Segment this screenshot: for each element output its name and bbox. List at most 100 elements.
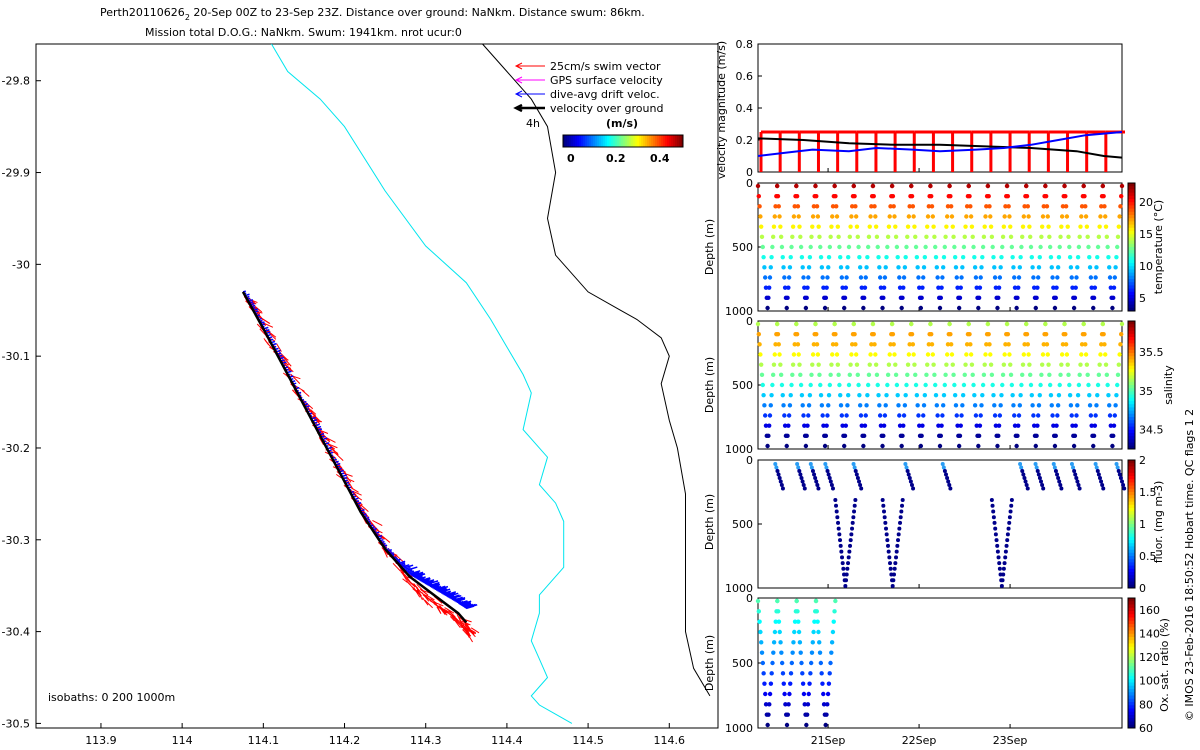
section-colorbar-cell (1128, 698, 1135, 703)
salinity-section-sample (1119, 321, 1125, 327)
salinity-section-sample (763, 423, 769, 428)
temperature-section-sample (881, 285, 887, 290)
swim-vector (344, 472, 352, 483)
salinity-section-sample (794, 331, 800, 337)
drift-vector (434, 585, 446, 591)
swim-vector (421, 597, 429, 606)
temperature-section-sample (1066, 234, 1071, 240)
salinity-section-sample (869, 342, 874, 347)
temperature-section-sample (806, 265, 812, 270)
swim-vector (401, 571, 407, 580)
temperature-section-sample (874, 234, 880, 240)
salinity-section-sample (905, 372, 910, 378)
salinity-section-sample (810, 352, 816, 357)
temperature-section-sample (1000, 244, 1005, 250)
salinity-section-sample (933, 382, 938, 388)
temperature-section-sample (935, 275, 940, 280)
salinity-section-sample (796, 352, 801, 357)
temperature-section-sample (852, 193, 857, 199)
salinity-section-sample (997, 413, 1003, 418)
fluor-deep-sample (896, 538, 901, 543)
fluor-deep-sample (1006, 526, 1011, 531)
salinity-section-sample (806, 403, 812, 408)
temperature-section-sample (825, 275, 830, 280)
temperature-section-sample (968, 214, 974, 219)
temperature-section-sample (861, 305, 866, 311)
fluor-deep-sample (1005, 532, 1010, 537)
temperature-section-sample (870, 183, 876, 189)
oxygen-sample (821, 691, 826, 697)
colorbar-tick-04: 0.4 (650, 152, 670, 165)
legend-arrows (513, 62, 545, 113)
legend-swim: 25cm/s swim vector (550, 60, 661, 73)
oxygen-sample (829, 640, 835, 645)
swim-vector (381, 547, 389, 556)
section-colorbar-cell (1128, 663, 1135, 667)
salinity-section-sample (888, 342, 893, 347)
salinity-section-sample (886, 362, 892, 367)
salinity-section-sample (778, 362, 783, 367)
fluor-shallow-sample (827, 476, 832, 480)
temperature-section-sample (1097, 224, 1102, 229)
temperature-section-sample (967, 193, 972, 199)
salinity-section-sample (1041, 342, 1046, 347)
salinity-section-sample (795, 342, 801, 347)
salinity-section-sample (922, 392, 928, 398)
temperature-section-sample (913, 234, 918, 240)
oxygen-sample (817, 640, 822, 645)
temp-ylabel: Depth (m) (703, 219, 716, 275)
temperature-section-sample (838, 254, 843, 260)
temperature-section-sample (1003, 204, 1008, 209)
section-colorbar-cell (1128, 365, 1135, 370)
temperature-section-sample (933, 244, 938, 250)
temperature-section-sample (826, 254, 832, 260)
temperature-section-sample (813, 183, 818, 189)
temperature-section-sample (802, 285, 807, 290)
fluor-deep-sample (844, 578, 849, 583)
salinity-section-sample (838, 392, 843, 398)
fluor-deep-sample (991, 509, 996, 514)
fluor-shallow-sample (1035, 469, 1040, 473)
section-colorbar-label: 120 (1139, 651, 1160, 664)
oxygen-sample (823, 722, 828, 728)
fluor-shallow-sample (1057, 479, 1062, 484)
temperature-section-sample (767, 275, 773, 280)
swim-vector (335, 473, 342, 479)
salinity-section-sample (877, 413, 883, 418)
section-colorbar-cell (1128, 218, 1135, 222)
colorbar-cell (639, 135, 642, 147)
fluor-deep-sample (997, 566, 1002, 571)
section-colorbar-cell (1128, 272, 1135, 277)
section-colorbar-cell (1128, 288, 1135, 293)
drift-vector (455, 598, 466, 603)
salinity-section-sample (939, 423, 944, 428)
salinity-section-sample (881, 423, 887, 428)
fluor-deep-sample (833, 498, 838, 502)
salinity-section-sample (1117, 352, 1122, 357)
section-colorbar-label: 34.5 (1139, 424, 1164, 437)
salinity-section-sample (786, 413, 792, 418)
time-tick-label: 23Sep (993, 734, 1028, 747)
salinity-section-sample (792, 342, 797, 347)
temperature-section-sample (1116, 224, 1122, 229)
section-colorbar-cell (1128, 243, 1135, 248)
colorbar-cell (655, 135, 658, 147)
salinity-section-sample (1088, 413, 1094, 418)
ground-speed-line (757, 137, 1123, 159)
salinity-section-sample (847, 372, 852, 378)
salinity-section-sample (1075, 403, 1080, 408)
colorbar-cell (563, 135, 566, 147)
salinity-section-sample (983, 352, 988, 357)
isobath-1000 (482, 43, 711, 697)
oxygen-sample (821, 702, 827, 707)
fluor-shallow-sample (800, 479, 805, 484)
salinity-section-sample (918, 443, 924, 449)
temperature-section-sample (944, 214, 950, 219)
salinity-section-sample (1063, 331, 1068, 337)
salinity-section-sample (901, 413, 907, 418)
temperature-section-sample (865, 254, 870, 260)
temperature-section-sample (1036, 265, 1042, 270)
fluor-deep-sample (891, 578, 896, 583)
salinity-section-sample (948, 331, 953, 337)
section-colorbar-cell (1128, 653, 1135, 657)
